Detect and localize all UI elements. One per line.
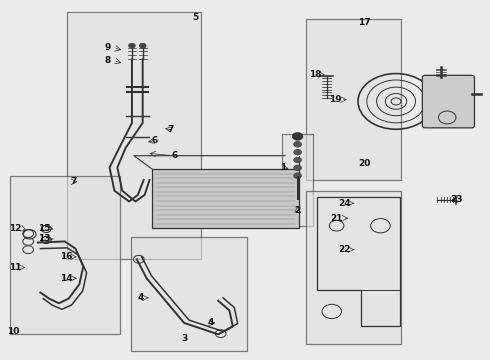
Text: 5: 5	[192, 13, 198, 22]
Text: 12: 12	[9, 224, 21, 233]
Text: 13: 13	[38, 234, 50, 243]
Text: 14: 14	[60, 274, 73, 283]
Text: 17: 17	[358, 18, 370, 27]
Text: 16: 16	[60, 252, 73, 261]
Text: 20: 20	[358, 159, 370, 168]
Text: 18: 18	[309, 70, 322, 79]
Circle shape	[294, 173, 301, 179]
Text: 24: 24	[339, 199, 351, 208]
Text: 3: 3	[181, 334, 187, 343]
Text: 23: 23	[451, 195, 463, 204]
Bar	[306, 19, 401, 180]
Text: 10: 10	[7, 327, 20, 336]
Text: 2: 2	[294, 206, 301, 215]
Circle shape	[294, 157, 301, 163]
Bar	[152, 169, 298, 228]
Text: 9: 9	[104, 43, 111, 52]
Text: 21: 21	[330, 214, 343, 223]
Text: 7: 7	[168, 126, 174, 135]
Text: 4: 4	[208, 318, 214, 327]
Text: 1: 1	[280, 163, 286, 172]
Bar	[67, 12, 201, 258]
Text: 11: 11	[9, 263, 21, 272]
Bar	[282, 134, 313, 226]
Text: 4: 4	[138, 293, 145, 302]
Text: 19: 19	[329, 95, 342, 104]
Bar	[130, 237, 247, 351]
Text: 6: 6	[152, 136, 158, 145]
Text: 6: 6	[171, 151, 177, 160]
Text: 7: 7	[70, 177, 77, 186]
Circle shape	[294, 165, 301, 171]
Circle shape	[292, 132, 303, 140]
Circle shape	[294, 141, 301, 147]
Bar	[10, 176, 120, 334]
Text: 8: 8	[104, 56, 111, 65]
Circle shape	[128, 43, 135, 48]
Circle shape	[294, 149, 301, 155]
Text: 15: 15	[38, 224, 50, 233]
Text: 22: 22	[339, 245, 351, 254]
Circle shape	[139, 43, 146, 48]
Bar	[306, 191, 401, 344]
FancyBboxPatch shape	[422, 75, 474, 128]
